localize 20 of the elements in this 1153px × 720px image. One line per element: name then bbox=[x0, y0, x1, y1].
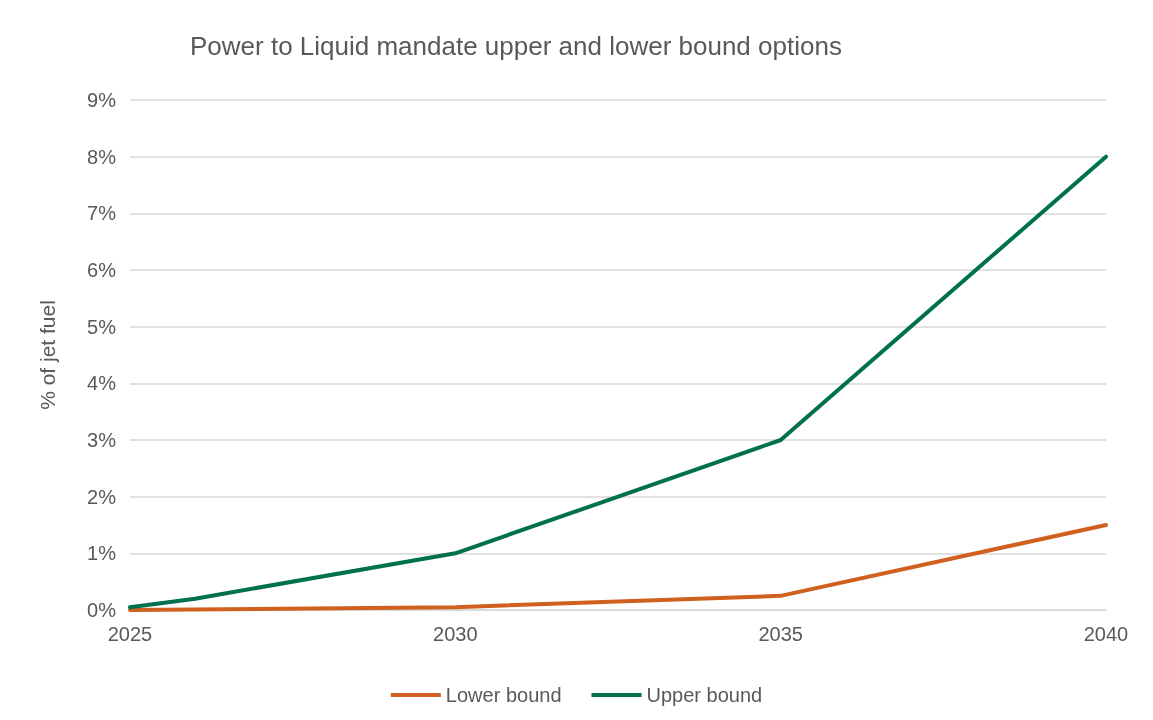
x-tick-label: 2025 bbox=[107, 623, 153, 645]
legend-label: Upper bound bbox=[646, 684, 763, 706]
chart-title: Power to Liquid mandate upper and lower bound options bbox=[190, 31, 842, 61]
y-tick-label: 4% bbox=[87, 372, 117, 395]
y-tick-label: 9% bbox=[87, 89, 117, 111]
x-tick-label: 2030 bbox=[433, 623, 478, 645]
y-tick-label: 6% bbox=[87, 259, 117, 281]
y-tick-label: 3% bbox=[87, 429, 117, 451]
y-tick-label: 1% bbox=[87, 542, 117, 565]
y-tick-label: 7% bbox=[87, 202, 117, 225]
x-tick-label: 2035 bbox=[758, 623, 803, 645]
y-tick-label: 5% bbox=[87, 315, 117, 338]
line-series bbox=[128, 154, 1108, 610]
y-axis-title: % of jet fuel bbox=[36, 300, 59, 410]
legend-label: Lower bound bbox=[445, 684, 562, 706]
x-tick-label: 2040 bbox=[1083, 623, 1129, 645]
line-series bbox=[128, 523, 1108, 612]
y-tick-label: 0% bbox=[87, 599, 117, 621]
y-tick-label: 8% bbox=[87, 145, 117, 168]
y-tick-label: 2% bbox=[87, 485, 117, 508]
